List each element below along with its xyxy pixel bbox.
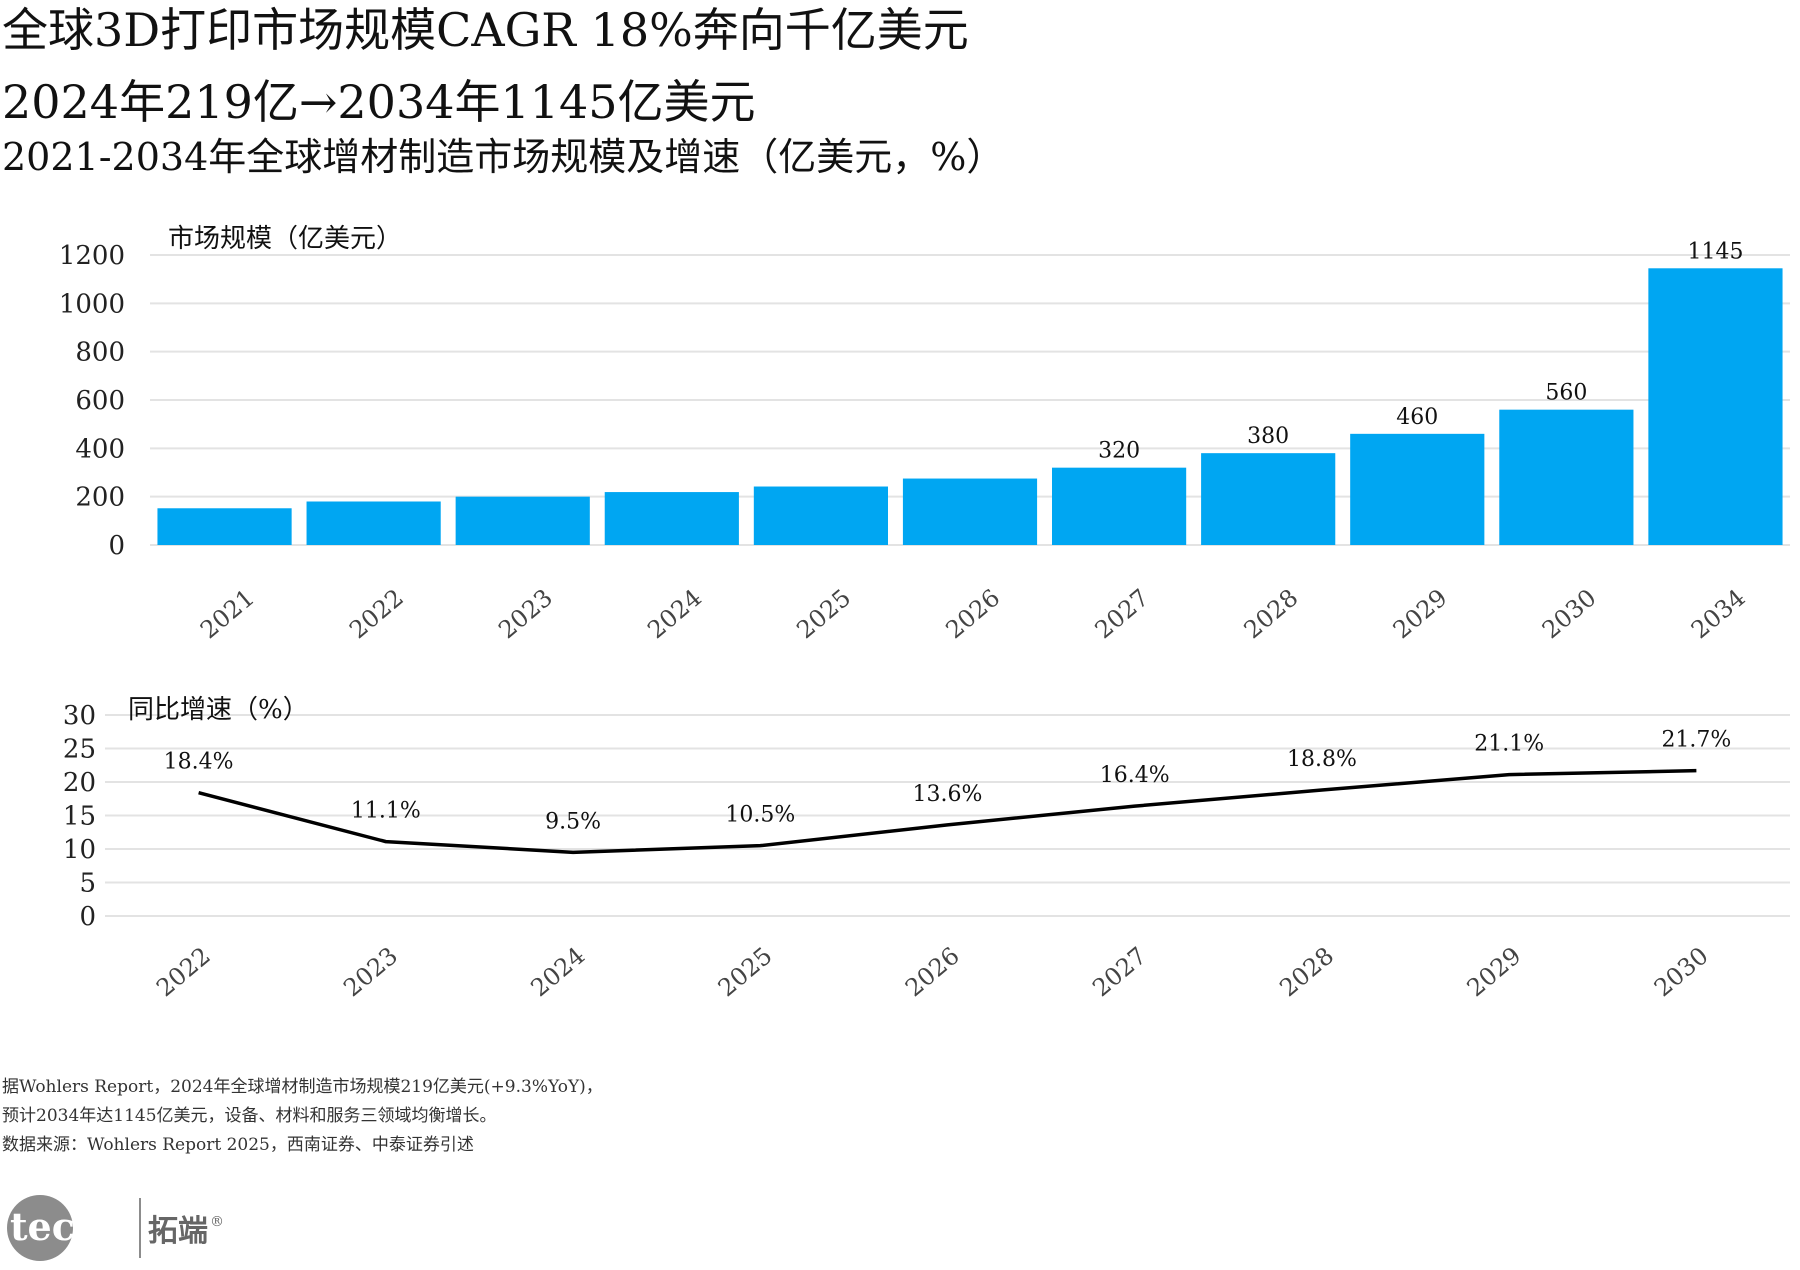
tecdat-logo: tecdat 拓端 ® [4, 1192, 244, 1270]
growth-line [198, 768, 1697, 855]
footnote-line-2: 预计2034年达1145亿美元，设备、材料和服务三领域均衡增长。 [2, 1106, 497, 1126]
x-tick-label: 2028 [1274, 942, 1339, 1000]
x-tick-label: 2024 [642, 584, 707, 645]
y-tick-label: 1000 [59, 289, 125, 319]
x-tick-label: 2027 [1090, 584, 1155, 645]
bar [604, 492, 739, 545]
point-value-label: 18.8% [1287, 747, 1357, 772]
x-tick-label: 2030 [1649, 942, 1714, 1000]
page-title: 全球3D打印市场规模CAGR 18%奔向千亿美元 [2, 3, 969, 57]
market-size-bar-chart: 0 200 400 600 800 1000 1200 市场规模（亿美元） 2021 2022 20… [59, 224, 1790, 645]
chart-subtitle: 2021-2034年全球增材制造市场规模及增速（亿美元，%） [2, 135, 1005, 179]
x-tick-label: 2022 [151, 942, 216, 1000]
x-tick-label: 2026 [900, 942, 965, 1000]
bar [157, 508, 292, 545]
x-tick-label: 2023 [493, 584, 558, 645]
x-tick-label: 2030 [1537, 584, 1602, 645]
logo-registered-mark: ® [210, 1214, 224, 1230]
x-tick-label: 2026 [940, 584, 1005, 645]
y-tick-label: 25 [63, 735, 96, 765]
x-tick-label: 2034 [1686, 584, 1751, 645]
bar [1201, 453, 1336, 545]
y-tick-label: 1200 [59, 241, 125, 271]
point-value-label: 11.1% [351, 799, 421, 824]
bar [1350, 433, 1485, 545]
bar-value-label: 320 [1098, 439, 1140, 464]
y-axis-title: 市场规模（亿美元） [168, 224, 402, 254]
bar-value-label: 560 [1545, 381, 1587, 406]
x-tick-label: 2022 [344, 584, 409, 645]
logo-circle-icon [7, 1195, 73, 1261]
bar [306, 501, 441, 545]
bar [455, 496, 590, 545]
bar-value-label: 380 [1247, 424, 1289, 449]
x-tick-label: 2027 [1087, 942, 1152, 1000]
page-headline: 2024年219亿→2034年1145亿美元 [2, 75, 756, 129]
point-value-label: 21.7% [1661, 728, 1731, 753]
logo-text-en: tecdat [10, 1204, 144, 1249]
y-tick-label: 200 [75, 483, 125, 513]
point-value-label: 10.5% [725, 803, 795, 828]
y-tick-label: 400 [75, 434, 125, 464]
y-tick-label: 0 [79, 902, 96, 932]
bar [1052, 467, 1187, 545]
logo-text-cn: 拓端 [148, 1214, 208, 1249]
y-tick-label: 20 [63, 768, 96, 798]
bar-value-label: 1145 [1687, 239, 1743, 264]
bar [753, 486, 888, 545]
x-tick-label: 2028 [1239, 584, 1304, 645]
bar [902, 478, 1038, 545]
x-tick-label: 2029 [1462, 942, 1527, 1000]
y-tick-label: 30 [63, 701, 96, 731]
point-value-label: 18.4% [164, 750, 234, 775]
x-tick-label: 2029 [1388, 584, 1453, 645]
footnote-line-1: 据Wohlers Report，2024年全球增材制造市场规模219亿美元(+9… [2, 1077, 603, 1097]
y-tick-label: 0 [108, 531, 125, 561]
y-tick-label: 800 [75, 338, 125, 368]
y-tick-label: 600 [75, 386, 125, 416]
footnotes: 据Wohlers Report，2024年全球增材制造市场规模219亿美元(+9… [2, 1073, 603, 1160]
point-value-label: 9.5% [545, 809, 601, 834]
x-tick-label: 2025 [713, 942, 778, 1000]
x-tick-label: 2023 [338, 942, 403, 1000]
y-axis-title: 同比增速（%） [128, 695, 309, 725]
point-value-label: 21.1% [1474, 732, 1544, 757]
y-tick-label: 10 [63, 835, 96, 865]
y-tick-label: 5 [79, 869, 96, 899]
source-note: 数据来源：Wohlers Report 2025，西南证券、中泰证券引述 [2, 1135, 474, 1155]
bar [1648, 268, 1783, 545]
point-value-label: 13.6% [913, 782, 983, 807]
bar [1499, 409, 1634, 545]
bar-value-label: 460 [1396, 405, 1438, 430]
y-tick-label: 15 [63, 802, 96, 832]
x-tick-label: 2021 [195, 584, 260, 645]
x-tick-label: 2025 [791, 584, 856, 645]
point-value-label: 16.4% [1100, 763, 1170, 788]
x-tick-label: 2024 [526, 942, 591, 1000]
